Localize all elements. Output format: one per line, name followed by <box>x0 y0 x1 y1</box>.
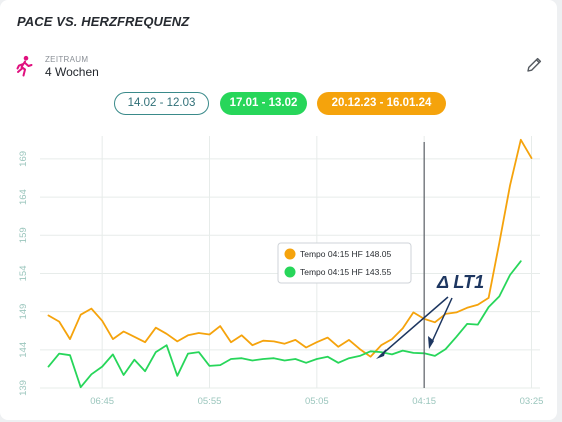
y-tick-label: 164 <box>18 189 29 205</box>
runner-icon <box>16 55 33 77</box>
x-tick-label: 05:55 <box>198 396 222 407</box>
y-tick-label: 154 <box>18 266 29 282</box>
arrowhead-icon <box>376 349 386 359</box>
y-tick-label: 149 <box>18 304 29 320</box>
period-value: 4 Wochen <box>45 65 99 79</box>
period-caption: ZEITRAUM <box>45 55 89 64</box>
tooltip-dot <box>284 248 296 260</box>
annotation-label: Δ LT1 <box>436 272 484 292</box>
hover-tooltip: Tempo 04:15 HF 148.05 Tempo 04:15 HF 143.… <box>277 242 412 284</box>
y-tick-label: 159 <box>18 227 29 243</box>
x-tick-label: 05:05 <box>305 396 329 407</box>
tooltip-row: Tempo 04:15 HF 143.55 <box>300 267 391 277</box>
y-tick-label: 144 <box>18 342 29 358</box>
tooltip-row: Tempo 04:15 HF 148.05 <box>300 249 391 259</box>
series-line-2 <box>47 260 522 389</box>
annotation-arrow <box>430 297 453 345</box>
chart-title: PACE VS. HERZFREQUENZ <box>17 14 190 29</box>
y-tick-label: 139 <box>18 380 29 396</box>
series-line-1 <box>47 138 533 358</box>
tooltip-box <box>277 242 412 284</box>
filter-pill-period-1[interactable]: 14.02 - 12.03 <box>114 92 209 115</box>
x-tick-label: 06:45 <box>90 396 114 407</box>
filter-pill-period-2[interactable]: 17.01 - 13.02 <box>220 92 307 115</box>
y-tick-label: 169 <box>18 151 29 167</box>
filter-pill-period-3[interactable]: 20.12.23 - 16.01.24 <box>317 92 446 115</box>
arrowhead-icon <box>428 336 434 349</box>
annotation-arrow <box>379 296 449 357</box>
pace-hr-line-chart[interactable]: 139 144 149 154 159 164 169 06:45 05:55 05:05 04:1… <box>0 130 557 422</box>
x-tick-label: 03:25 <box>520 396 544 407</box>
tooltip-dot <box>284 266 296 278</box>
x-tick-label: 04:15 <box>412 396 436 407</box>
pencil-icon[interactable] <box>524 55 544 75</box>
